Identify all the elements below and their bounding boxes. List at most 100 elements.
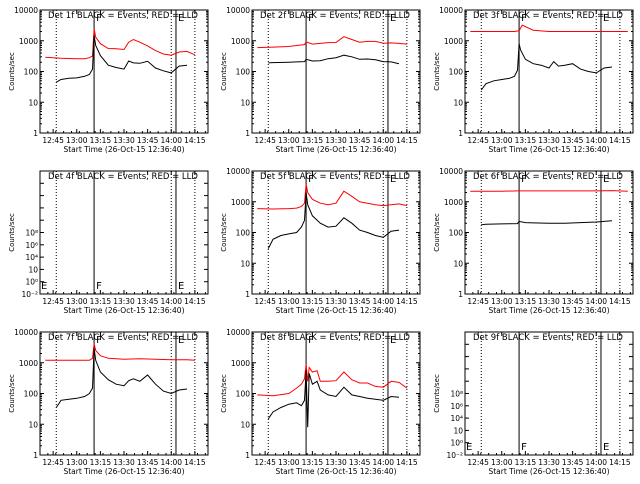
x-tick-label: 12:45 (254, 297, 276, 306)
x-tick-label: 12:45 (42, 297, 64, 306)
y-axis-label: Counts/sec (8, 374, 16, 413)
marker-label-F: F (96, 13, 102, 24)
x-tick-label: 14:15 (609, 297, 631, 306)
y-tick-label: 10000 (226, 167, 250, 176)
marker-label-E-left: E (41, 281, 47, 292)
marker-label-E: E (603, 442, 609, 453)
x-tick-label: 13:45 (349, 458, 371, 467)
marker-label-F: F (308, 335, 314, 346)
x-tick-label: 13:30 (325, 136, 347, 145)
y-tick-label: 100 (24, 68, 39, 77)
y-axis-label: Counts/sec (8, 52, 16, 91)
y-axis-label: Counts/sec (8, 213, 16, 252)
x-tick-label: 14:15 (396, 136, 418, 145)
x-axis-label: Start Time (26-Oct-15 12:36:40) (275, 145, 396, 154)
y-tick-label: 10⁶ (450, 402, 463, 411)
y-tick-label: 100 (236, 390, 251, 399)
y-tick-label: 10⁶ (25, 241, 38, 250)
marker-label-F: F (521, 442, 527, 453)
x-axis-label: Start Time (26-Oct-15 12:36:40) (275, 306, 396, 315)
x-tick-label: 13:45 (562, 136, 584, 145)
x-tick-label: 13:00 (491, 136, 513, 145)
x-tick-label: 13:15 (302, 297, 324, 306)
x-tick-label: 14:00 (160, 136, 182, 145)
y-axis-label: Counts/sec (220, 374, 228, 413)
y-tick-label: 1000 (231, 37, 250, 46)
x-tick-label: 13:15 (515, 458, 537, 467)
y-tick-label: 10000 (226, 328, 250, 337)
y-tick-label: 1 (245, 290, 250, 299)
x-tick-label: 14:00 (372, 297, 394, 306)
x-tick-label: 13:45 (562, 458, 584, 467)
x-tick-label: 14:00 (160, 297, 182, 306)
x-tick-label: 13:15 (90, 297, 112, 306)
x-axis-label: Start Time (26-Oct-15 12:36:40) (63, 145, 184, 154)
y-tick-label: 1 (245, 129, 250, 138)
x-tick-label: 13:30 (538, 458, 560, 467)
y-tick-label: 10000 (439, 167, 463, 176)
marker-label-E: E (178, 335, 184, 346)
marker-label-E-left: E (466, 442, 472, 453)
y-tick-label: 10⁸ (450, 390, 463, 399)
x-tick-label: 12:45 (467, 297, 489, 306)
x-tick-label: 13:00 (278, 136, 300, 145)
y-tick-label: 10 (453, 259, 463, 268)
y-tick-label: 10 (28, 420, 38, 429)
x-tick-label: 13:00 (66, 136, 88, 145)
y-tick-label: 1000 (19, 359, 38, 368)
x-tick-label: 13:30 (113, 136, 135, 145)
x-tick-label: 14:00 (160, 458, 182, 467)
marker-label-E: E (603, 174, 609, 185)
y-axis-label: Counts/sec (220, 213, 228, 252)
x-tick-label: 13:30 (538, 136, 560, 145)
x-tick-label: 13:00 (491, 297, 513, 306)
y-tick-label: 10 (453, 98, 463, 107)
x-tick-label: 13:45 (137, 458, 159, 467)
x-tick-label: 13:30 (538, 297, 560, 306)
y-tick-label: 10⁲ (28, 265, 38, 274)
x-tick-label: 14:15 (184, 458, 206, 467)
y-tick-label: 1000 (231, 359, 250, 368)
y-axis-label: Counts/sec (220, 52, 228, 91)
x-tick-label: 14:00 (585, 297, 607, 306)
x-tick-label: 14:15 (184, 136, 206, 145)
x-tick-label: 13:00 (278, 458, 300, 467)
x-tick-label: 13:30 (113, 297, 135, 306)
x-axis-label: Start Time (26-Oct-15 12:36:40) (63, 306, 184, 315)
x-tick-label: 14:15 (609, 136, 631, 145)
x-tick-label: 12:45 (42, 458, 64, 467)
y-axis-label: Counts/sec (433, 213, 441, 252)
x-tick-label: 13:30 (325, 297, 347, 306)
y-tick-label: 10⁰ (25, 278, 38, 287)
y-tick-label: 10⁸ (25, 229, 38, 238)
x-axis-label: Start Time (26-Oct-15 12:36:40) (488, 145, 609, 154)
x-tick-label: 13:15 (302, 458, 324, 467)
x-tick-label: 14:15 (184, 297, 206, 306)
y-tick-label: 1 (33, 451, 38, 460)
x-axis-label: Start Time (26-Oct-15 12:36:40) (275, 467, 396, 476)
x-tick-label: 14:15 (609, 458, 631, 467)
y-tick-label: 100 (449, 68, 464, 77)
x-tick-label: 13:45 (137, 136, 159, 145)
x-tick-label: 13:30 (113, 458, 135, 467)
y-tick-label: 100 (449, 229, 464, 238)
x-axis-label: Start Time (26-Oct-15 12:36:40) (63, 467, 184, 476)
marker-label-E: E (178, 281, 184, 292)
x-tick-label: 13:15 (90, 458, 112, 467)
x-tick-label: 14:15 (396, 297, 418, 306)
y-tick-label: 100 (24, 390, 39, 399)
y-tick-label: 1 (33, 129, 38, 138)
y-axis-label: Counts/sec (433, 52, 441, 91)
x-tick-label: 14:00 (372, 458, 394, 467)
marker-label-F: F (96, 335, 102, 346)
y-tick-label: 1000 (231, 198, 250, 207)
marker-label-F: F (521, 13, 527, 24)
x-tick-label: 12:45 (254, 136, 276, 145)
x-axis-label: Start Time (26-Oct-15 12:36:40) (488, 467, 609, 476)
marker-label-E: E (390, 335, 396, 346)
y-tick-label: 1000 (444, 198, 463, 207)
x-tick-label: 13:45 (349, 136, 371, 145)
x-tick-label: 13:00 (491, 458, 513, 467)
y-tick-label: 10 (28, 98, 38, 107)
